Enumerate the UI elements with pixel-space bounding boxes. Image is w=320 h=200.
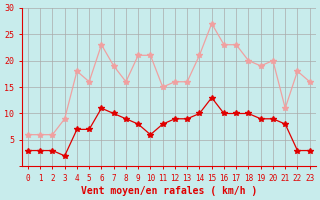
X-axis label: Vent moyen/en rafales ( km/h ): Vent moyen/en rafales ( km/h )	[81, 186, 257, 196]
